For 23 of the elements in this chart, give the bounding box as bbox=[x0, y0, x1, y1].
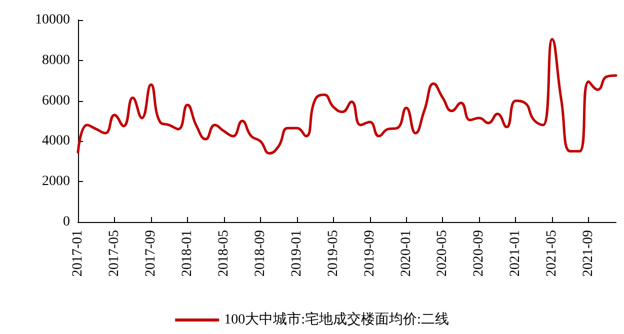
x-tick-label: 2020-05 bbox=[435, 230, 450, 277]
x-tick-label: 2021-01 bbox=[508, 230, 524, 277]
x-tick-label: 2017-09 bbox=[143, 230, 158, 277]
x-tick-label: 2021-05 bbox=[544, 230, 560, 277]
legend-label: 100大中城市:宅地成交楼面均价:二线 bbox=[224, 312, 449, 328]
x-tick-label: 2021-09 bbox=[581, 230, 596, 277]
x-tick-label: 2018-05 bbox=[216, 230, 232, 277]
x-tick-label: 2020-01 bbox=[398, 230, 414, 277]
y-tick-label: 4000 bbox=[42, 134, 70, 149]
x-tick-label: 2020-09 bbox=[472, 230, 487, 277]
x-tick-label: 2019-09 bbox=[362, 230, 378, 277]
x-tick-label: 2017-01 bbox=[70, 230, 86, 277]
y-tick-label: 0 bbox=[63, 214, 70, 230]
x-tick-label: 2018-01 bbox=[180, 230, 195, 277]
x-tick-label: 2019-05 bbox=[326, 230, 341, 277]
y-tick-label: 6000 bbox=[42, 93, 70, 108]
line-series bbox=[76, 38, 618, 155]
x-tick-label: 2017-05 bbox=[106, 230, 122, 277]
y-tick-label: 10000 bbox=[35, 12, 70, 28]
x-tick-label: 2019-01 bbox=[289, 230, 304, 277]
x-tick-label: 2018-09 bbox=[252, 230, 268, 277]
y-tick-label: 2000 bbox=[42, 174, 70, 190]
y-tick-label: 8000 bbox=[42, 52, 70, 68]
